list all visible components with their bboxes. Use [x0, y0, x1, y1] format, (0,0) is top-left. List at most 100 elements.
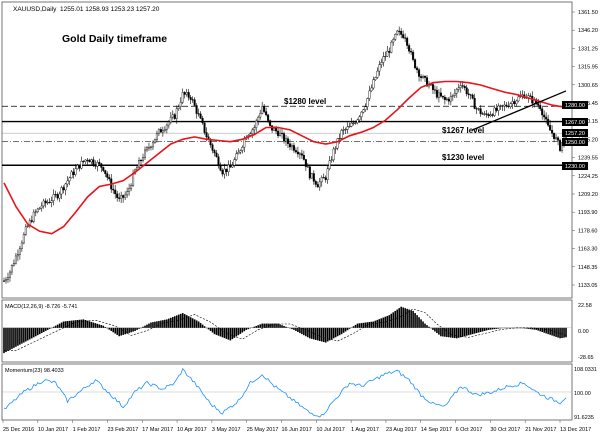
candle-body [478, 109, 480, 110]
macd-bar [243, 328, 245, 331]
macd-bar [37, 328, 39, 335]
macd-bar [87, 321, 89, 328]
macd-bar [408, 310, 410, 328]
macd-bar [474, 328, 476, 334]
candle-body [41, 206, 43, 208]
macd-bar [450, 328, 452, 338]
candle-body [464, 86, 466, 87]
macd-bar [402, 307, 404, 327]
price-tick-label: 1209.20 [578, 192, 598, 198]
candle-body [347, 127, 349, 130]
candle-body [261, 107, 263, 114]
candle-body [355, 123, 357, 124]
candle-body [275, 128, 277, 131]
candle-body [15, 256, 17, 263]
candle-body [7, 278, 9, 280]
candle-body [436, 90, 438, 97]
candle-body [120, 195, 122, 198]
candle-body [194, 100, 196, 106]
candle-body [458, 88, 460, 90]
macd-bar [9, 328, 11, 350]
candle-body [486, 114, 488, 115]
candle-body [454, 93, 456, 95]
macd-bar [388, 315, 390, 328]
candle-body [166, 125, 168, 129]
candle-body [373, 80, 375, 88]
macd-bar [416, 315, 418, 328]
macd-bar [390, 314, 392, 328]
candle-body [363, 110, 365, 112]
macd-bar [172, 317, 174, 328]
candle-body [265, 112, 267, 115]
candle-body [158, 129, 160, 133]
candle-body [204, 123, 206, 133]
macd-bar [120, 328, 122, 336]
macd-bar [226, 328, 228, 339]
candle-body [313, 174, 315, 182]
x-tick-label: 13 Dec 2017 [560, 427, 591, 433]
candle-body [375, 77, 377, 79]
candle-body [220, 166, 222, 170]
momentum-tick-label: 91.6235 [574, 415, 594, 421]
macd-bar [470, 328, 472, 335]
macd-bar [285, 327, 287, 328]
candle-body [470, 95, 472, 96]
candle-body [557, 138, 559, 141]
candle-body [43, 201, 45, 206]
candle-body [406, 38, 408, 45]
candle-body [317, 184, 319, 187]
candle-body [283, 134, 285, 142]
macd-bar [434, 328, 436, 332]
candle-body [79, 165, 81, 168]
price-tag-1250: 1250.00 [562, 138, 588, 146]
price-tick-label: 1178.60 [578, 228, 597, 234]
macd-bar [23, 328, 25, 343]
candle-body [400, 31, 402, 34]
candle-body [5, 280, 7, 281]
candle-body [337, 138, 339, 148]
candle-body [93, 160, 95, 165]
candle-body [202, 118, 204, 123]
macd-bar [7, 328, 9, 351]
macd-bar [134, 328, 136, 331]
candle-body [321, 177, 323, 181]
macd-bar [422, 321, 424, 327]
candle-body [291, 145, 293, 146]
x-tick-label: 6 Oct 2017 [456, 427, 483, 433]
candle-body [422, 76, 424, 78]
macd-bar [33, 328, 35, 337]
macd-bar [164, 320, 166, 328]
macd-bar [355, 325, 357, 328]
macd-bar [184, 314, 186, 328]
candle-body [545, 117, 547, 119]
candle-body [170, 117, 172, 122]
macd-bar [97, 324, 99, 328]
candle-body [516, 101, 518, 104]
candle-body [281, 133, 283, 134]
candle-body [510, 104, 512, 107]
macd-bar [545, 328, 547, 334]
x-tick-label: 10 Jan 2017 [38, 427, 68, 433]
candle-body [353, 123, 355, 124]
candle-body [367, 99, 369, 107]
macd-bar [204, 326, 206, 328]
macd-bar [61, 323, 63, 328]
macd-bar [466, 328, 468, 336]
candle-body [234, 160, 236, 166]
candle-body [331, 160, 333, 161]
candle-body [188, 92, 190, 97]
macd-bar [180, 314, 182, 328]
candle-body [333, 149, 335, 160]
candle-body [293, 145, 295, 150]
macd-bar [472, 328, 474, 334]
candle-body [128, 188, 130, 191]
candle-body [488, 115, 490, 116]
candle-body [226, 169, 228, 172]
price-tick-label: 1224.25 [578, 174, 598, 180]
macd-bar [297, 328, 299, 332]
macd-bar [444, 328, 446, 337]
candle-body [299, 154, 301, 155]
candle-body [186, 92, 188, 94]
macd-bar [220, 328, 222, 337]
candle-body [410, 51, 412, 52]
